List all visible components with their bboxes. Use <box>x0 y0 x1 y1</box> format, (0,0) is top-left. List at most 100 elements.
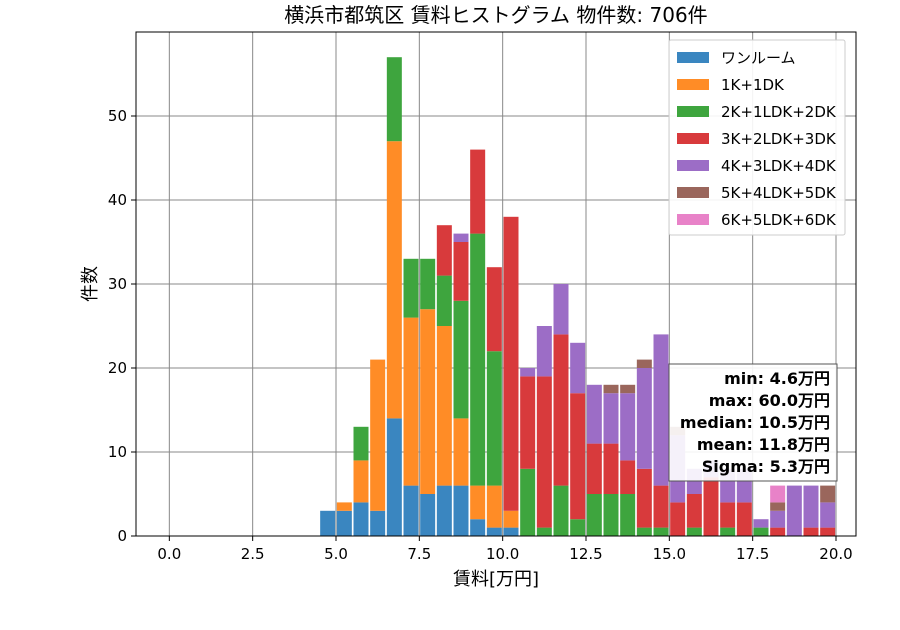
bar-series-0 <box>353 502 369 536</box>
bar-series-0 <box>403 485 419 536</box>
bar-series-4 <box>570 342 586 394</box>
bar-series-5 <box>620 384 636 394</box>
bar-series-3 <box>686 494 702 528</box>
bar-series-0 <box>420 494 436 536</box>
bar-series-1 <box>470 485 486 520</box>
bar-series-1 <box>453 418 469 486</box>
y-tick-label: 50 <box>108 107 127 125</box>
bar-series-4 <box>770 510 786 528</box>
y-axis-label: 件数 <box>80 266 101 302</box>
stat-mean: mean: 11.8万円 <box>697 435 830 454</box>
bar-series-2 <box>686 527 702 536</box>
bar-series-2 <box>570 519 586 536</box>
x-tick-label: 5.0 <box>324 545 348 563</box>
legend-swatch <box>677 214 709 225</box>
bar-series-2 <box>403 258 419 318</box>
bar-series-3 <box>470 149 486 234</box>
bar-series-2 <box>536 527 552 536</box>
bar-series-1 <box>436 326 452 486</box>
bar-series-4 <box>520 368 536 377</box>
legend-label: 5K+4LDK+5DK <box>721 184 837 202</box>
y-tick-label: 40 <box>108 191 127 209</box>
bar-series-1 <box>486 485 502 528</box>
bar-series-2 <box>636 527 652 536</box>
legend-swatch <box>677 133 709 144</box>
stat-sigma: Sigma: 5.3万円 <box>702 457 830 476</box>
bar-series-3 <box>803 527 819 536</box>
legend-frame <box>668 39 846 236</box>
x-tick-label: 12.5 <box>569 545 602 563</box>
legend-swatch <box>677 79 709 90</box>
legend-label: 2K+1LDK+2DK <box>721 103 837 121</box>
bar-series-3 <box>720 502 736 528</box>
bar-series-1 <box>336 502 352 511</box>
legend-label: 4K+3LDK+4DK <box>721 157 837 175</box>
bar-series-1 <box>420 309 436 494</box>
bar-series-3 <box>486 267 502 352</box>
bar-series-3 <box>536 376 552 528</box>
x-tick-label: 20.0 <box>819 545 852 563</box>
bar-series-0 <box>453 485 469 536</box>
bar-series-3 <box>736 502 752 536</box>
bar-series-3 <box>820 527 836 536</box>
bar-series-4 <box>653 334 669 486</box>
bar-series-5 <box>636 359 652 368</box>
x-tick-label: 10.0 <box>486 545 519 563</box>
legend-swatch <box>677 52 709 63</box>
bar-series-2 <box>586 494 602 536</box>
bar-series-2 <box>453 300 469 419</box>
stat-median: median: 10.5万円 <box>680 413 830 432</box>
bar-series-4 <box>786 485 802 536</box>
bar-series-2 <box>753 527 769 536</box>
y-tick-label: 0 <box>117 527 127 545</box>
bar-series-4 <box>753 519 769 528</box>
bar-series-4 <box>603 393 619 444</box>
bar-series-2 <box>486 351 502 486</box>
bar-series-3 <box>620 460 636 494</box>
bar-series-2 <box>353 426 369 461</box>
legend-swatch <box>677 187 709 198</box>
bar-series-0 <box>336 510 352 536</box>
bar-series-0 <box>370 510 386 536</box>
bar-series-1 <box>503 510 519 528</box>
bar-series-3 <box>653 485 669 528</box>
bar-series-2 <box>620 494 636 536</box>
ticks: 0.0 2.5 5.0 7.5 10.0 12.5 15.0 17.5 20.0 0 10 20 30 4… <box>108 107 853 563</box>
x-tick-label: 17.5 <box>736 545 769 563</box>
bar-series-2 <box>470 233 486 486</box>
bar-series-3 <box>570 393 586 520</box>
bar-series-1 <box>386 141 402 419</box>
y-tick-label: 30 <box>108 275 127 293</box>
stat-max: max: 60.0万円 <box>709 391 830 410</box>
legend-swatch <box>677 160 709 171</box>
bar-series-3 <box>586 443 602 494</box>
bar-series-3 <box>436 225 452 276</box>
bar-series-0 <box>320 510 336 536</box>
bar-series-2 <box>553 485 569 536</box>
bar-series-2 <box>653 527 669 536</box>
x-axis-label: 賃料[万円] <box>453 569 539 590</box>
bar-series-4 <box>820 502 836 528</box>
bar-series-1 <box>353 460 369 503</box>
bar-series-3 <box>553 334 569 486</box>
y-tick-label: 10 <box>108 443 127 461</box>
bar-series-0 <box>470 519 486 536</box>
bar-series-2 <box>520 468 536 536</box>
bar-series-1 <box>370 359 386 511</box>
bar-series-1 <box>403 317 419 486</box>
bar-series-4 <box>636 368 652 469</box>
chart-title: 横浜市都筑区 賃料ヒストグラム 物件数: 706件 <box>284 3 707 27</box>
bar-series-2 <box>720 527 736 536</box>
x-tick-label: 0.0 <box>157 545 181 563</box>
bar-series-3 <box>503 216 519 511</box>
bar-series-4 <box>453 233 469 242</box>
y-tick-label: 20 <box>108 359 127 377</box>
bar-series-5 <box>770 502 786 511</box>
bar-series-3 <box>670 502 686 536</box>
legend-label: 3K+2LDK+3DK <box>721 130 837 148</box>
bar-series-3 <box>603 443 619 494</box>
bar-series-4 <box>620 393 636 461</box>
stats-box-frame <box>668 363 838 482</box>
legend-label: ワンルーム <box>721 49 796 67</box>
